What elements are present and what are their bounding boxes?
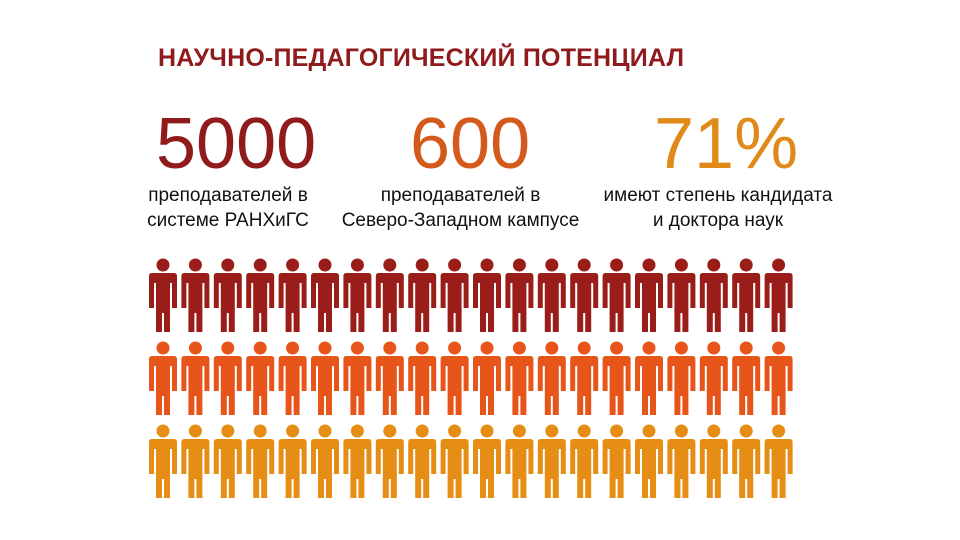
person-icon [440, 258, 469, 332]
caption-line: имеют степень кандидата [603, 185, 833, 206]
person-icon [246, 341, 275, 415]
person-icon [343, 258, 372, 332]
person-icon [440, 424, 469, 498]
caption-line: преподавателей в [148, 185, 308, 206]
person-icon [311, 424, 339, 498]
person-icon [181, 424, 210, 498]
person-icon [635, 424, 663, 498]
person-icon [732, 341, 761, 415]
person-icon [667, 341, 696, 415]
person-icon [635, 258, 663, 332]
person-icon [732, 258, 761, 332]
caption-line: системе РАНХиГС [147, 210, 309, 231]
person-icon [246, 258, 275, 332]
person-icon [213, 424, 242, 498]
person-icon [732, 424, 761, 498]
stat-number-campus-teachers: 600 [410, 104, 531, 184]
person-icon [149, 341, 177, 415]
person-icon [570, 341, 599, 415]
person-icon [311, 341, 339, 415]
person-icon [311, 258, 339, 332]
person-icon [375, 258, 404, 332]
stat-caption-campus-teachers: преподавателей в Северо-Западном кампусе [323, 183, 598, 233]
person-icon [149, 258, 177, 332]
person-icon [408, 258, 437, 332]
person-icon [213, 341, 242, 415]
person-icon [343, 341, 372, 415]
person-icon [473, 341, 501, 415]
person-icon [505, 341, 534, 415]
person-icon [570, 258, 599, 332]
caption-line: Северо-Западном кампусе [341, 210, 580, 231]
person-icon [699, 258, 728, 332]
person-icon [635, 341, 663, 415]
person-icon [246, 424, 275, 498]
person-icon [764, 341, 793, 415]
person-icon [278, 424, 307, 498]
person-icon [570, 424, 599, 498]
person-icon [602, 424, 631, 498]
person-icon [375, 424, 404, 498]
person-icon [667, 258, 696, 332]
person-icon [213, 258, 242, 332]
person-icon [764, 424, 793, 498]
caption-line: и доктора наук [652, 210, 784, 231]
person-icon [764, 258, 793, 332]
stat-caption-total-teachers: преподавателей в системе РАНХиГС [133, 183, 323, 233]
person-icon [408, 341, 437, 415]
person-icon [537, 424, 566, 498]
person-icon [375, 341, 404, 415]
person-icon [667, 424, 696, 498]
person-icon [181, 258, 210, 332]
person-icon [181, 341, 210, 415]
person-icon [505, 258, 534, 332]
person-icon [602, 341, 631, 415]
stat-caption-degree-percent: имеют степень кандидата и доктора наук [588, 183, 848, 233]
person-icon [473, 424, 501, 498]
person-icon [278, 258, 307, 332]
page-title: НАУЧНО-ПЕДАГОГИЧЕСКИЙ ПОТЕНЦИАЛ [158, 44, 685, 72]
person-icon [343, 424, 372, 498]
person-icon [440, 341, 469, 415]
person-icon [408, 424, 437, 498]
person-icon [537, 341, 566, 415]
stat-number-degree-percent: 71% [654, 104, 799, 184]
person-icon [473, 258, 501, 332]
person-icon [699, 341, 728, 415]
stat-number-total-teachers: 5000 [156, 104, 317, 184]
person-icon [149, 424, 177, 498]
person-icon [278, 341, 307, 415]
person-icon [537, 258, 566, 332]
person-icon [699, 424, 728, 498]
person-icon [602, 258, 631, 332]
caption-line: преподавателей в [380, 185, 541, 206]
person-icon [505, 424, 534, 498]
